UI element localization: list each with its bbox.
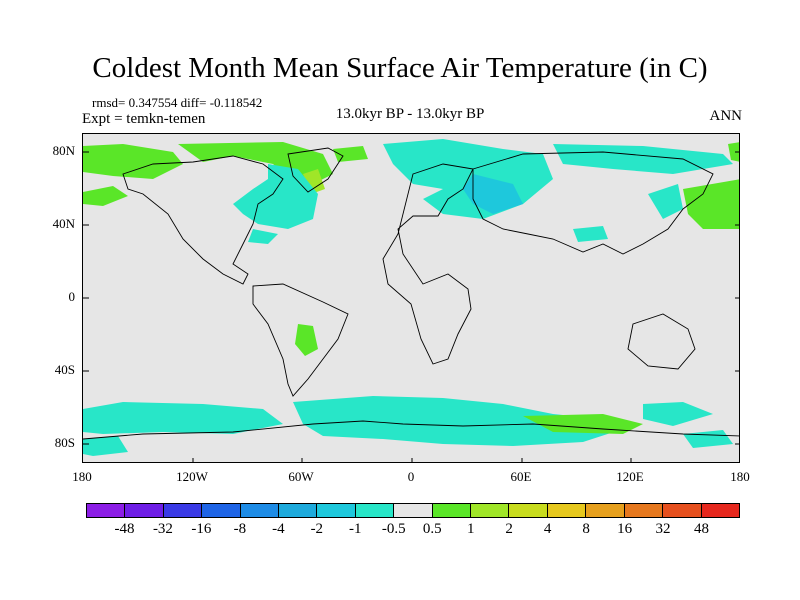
- colorbar-cell: [663, 504, 702, 517]
- stats-text: rmsd= 0.347554 diff= -0.118542: [92, 95, 263, 110]
- world-map: [83, 134, 739, 462]
- lon-label-120w: 120W: [176, 469, 208, 484]
- colorbar-cell: [586, 504, 625, 517]
- anomaly-fields: [83, 139, 739, 456]
- colorbar-label: 4: [543, 521, 552, 537]
- map-panel: [82, 133, 740, 463]
- anomaly-region: [648, 184, 683, 219]
- colorbar-cell: [509, 504, 548, 517]
- colorbar-label: 32: [655, 521, 671, 537]
- season-text: ANN: [709, 108, 743, 124]
- anomaly-region: [523, 414, 643, 434]
- colorbar-label: -2: [310, 521, 324, 537]
- colorbar-label: 1: [466, 521, 475, 537]
- europe-africa-coastline: [382, 163, 474, 365]
- colorbar-cell: [125, 504, 164, 517]
- colorbar-label: 8: [582, 521, 590, 537]
- anomaly-region: [643, 402, 713, 426]
- lon-label-60w: 60W: [288, 469, 314, 484]
- anomaly-region: [683, 179, 739, 229]
- colorbar-cell: [279, 504, 318, 517]
- north-america-coastline: [122, 155, 284, 285]
- anomaly-region: [295, 324, 318, 356]
- lon-label-180w: 180: [72, 469, 92, 484]
- colorbar-label: -1: [349, 521, 362, 537]
- colorbar-cell: [624, 504, 664, 517]
- antarctica-coastline: [83, 420, 739, 440]
- anomaly-region: [83, 436, 128, 456]
- lon-label-0: 0: [407, 469, 415, 484]
- colorbar: [86, 503, 740, 518]
- colorbar-label: 16: [617, 521, 633, 537]
- colorbar-cell: [355, 504, 395, 517]
- colorbar-cell: [87, 504, 126, 517]
- south-america-coastline: [252, 283, 349, 397]
- lon-label-120e: 120E: [616, 469, 644, 484]
- anomaly-region: [463, 174, 523, 214]
- lat-label-80s: 80S: [54, 435, 75, 450]
- colorbar-label: -16: [191, 521, 212, 537]
- experiment-text: Expt = temkn-temen: [82, 111, 206, 127]
- anomaly-region: [83, 402, 283, 434]
- lon-label-180e: 180: [730, 469, 750, 484]
- colorbar-cell: [317, 504, 356, 517]
- colorbar-cell: [471, 504, 510, 517]
- colorbar-label: 48: [694, 521, 710, 537]
- lat-label-0: 0: [68, 289, 76, 304]
- colorbar-label: 0.5: [422, 521, 442, 537]
- anomaly-region: [573, 226, 608, 242]
- colorbar-cell: [432, 504, 472, 517]
- lat-label-80n: 80N: [52, 143, 75, 158]
- lat-label-40s: 40S: [54, 362, 75, 377]
- anomaly-region: [293, 396, 623, 446]
- anomaly-region: [83, 144, 183, 179]
- lat-label-40n: 40N: [52, 216, 75, 231]
- anomaly-region: [83, 186, 128, 206]
- colorbar-label: -32: [152, 521, 173, 537]
- period-text: 13.0kyr BP - 13.0kyr BP: [335, 106, 485, 122]
- colorbar-label: -8: [233, 521, 247, 537]
- colorbar-label: -48: [114, 521, 135, 537]
- colorbar-label: -0.5: [381, 521, 406, 537]
- colorbar-cell: [701, 504, 739, 517]
- anomaly-region: [728, 142, 739, 162]
- asia-coastline: [472, 151, 714, 255]
- coastlines: [83, 147, 739, 440]
- colorbar-cell: [394, 504, 433, 517]
- anomaly-region: [553, 144, 733, 174]
- colorbar-label: -4: [272, 521, 285, 537]
- map-title: Coldest Month Mean Surface Air Temperatu…: [92, 52, 708, 84]
- colorbar-cell: [240, 504, 280, 517]
- colorbar-cell: [547, 504, 587, 517]
- colorbar-cell: [163, 504, 203, 517]
- australia-coastline: [627, 313, 696, 370]
- anomaly-region: [248, 229, 278, 244]
- colorbar-cell: [202, 504, 241, 517]
- colorbar-label: 2: [505, 521, 513, 537]
- axis-ticks: [83, 151, 739, 462]
- greenland-coastline: [287, 147, 344, 193]
- lon-label-60e: 60E: [510, 469, 532, 484]
